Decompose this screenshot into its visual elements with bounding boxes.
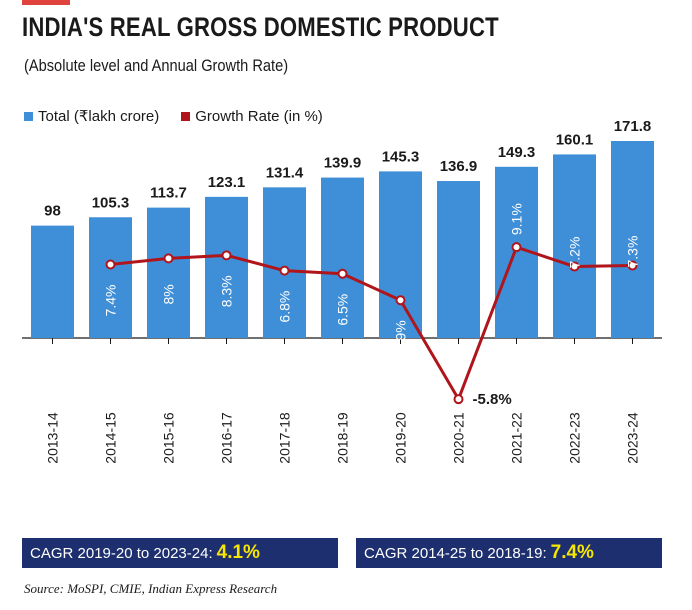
growth-label-2021-22: 9.1% (509, 203, 525, 235)
accent-bar (22, 0, 70, 5)
legend-item-total: Total (₹lakh crore) (24, 107, 159, 125)
growth-point-2023-24 (627, 260, 638, 271)
legend-label-growth: Growth Rate (in %) (195, 107, 323, 125)
x-tick-label-2017-18: 2017-18 (277, 412, 293, 464)
cagr-label-2: CAGR 2014-25 to 2018-19: (364, 544, 547, 562)
growth-point-2022-23 (569, 261, 580, 272)
x-tick-label-2020-21: 2020-21 (451, 412, 467, 464)
cagr-label-1: CAGR 2019-20 to 2023-24: (30, 544, 213, 562)
bar-2019-20 (379, 171, 422, 338)
growth-point-2017-18 (279, 265, 290, 276)
growth-point-2020-21 (453, 394, 464, 405)
bar-value-label-2016-17: 123.1 (208, 174, 246, 191)
cagr-value-2: 7.4% (550, 542, 594, 563)
x-tick-label-2019-20: 2019-20 (393, 412, 409, 464)
growth-label-2019-20: 3.9% (393, 320, 409, 352)
x-tick-label-2021-22: 2021-22 (509, 412, 525, 464)
legend-swatch-bar (24, 111, 33, 121)
growth-point-2016-17 (221, 250, 232, 261)
bar-2022-23 (553, 154, 596, 338)
cagr-box-2: CAGR 2014-25 to 2018-19: 7.4% (356, 538, 662, 568)
bar-value-label-2020-21: 136.9 (440, 158, 478, 175)
growth-label-2023-24: 7.3% (625, 236, 641, 268)
growth-rate-line (110, 245, 633, 401)
growth-point-2015-16 (163, 253, 174, 264)
bar-value-label-2019-20: 145.3 (382, 148, 420, 165)
bar-2014-15 (89, 217, 132, 338)
x-tick-label-2013-14: 2013-14 (45, 412, 61, 464)
growth-label-2020-21: -5.8% (473, 391, 512, 408)
bar-2023-24 (611, 141, 654, 338)
chart-title: INDIA'S REAL GROSS DOMESTIC PRODUCT (22, 12, 499, 42)
bar-2013-14 (31, 225, 74, 338)
x-tick-label-2018-19: 2018-19 (335, 412, 351, 464)
bar-value-label-2018-19: 139.9 (324, 155, 362, 172)
growth-point-2021-22 (511, 242, 522, 253)
growth-label-2018-19: 6.5% (335, 294, 351, 326)
x-tick-label-2022-23: 2022-23 (567, 412, 583, 464)
growth-label-2022-23: 7.2% (567, 237, 583, 269)
x-tick-label-2014-15: 2014-15 (103, 412, 119, 464)
legend: Total (₹lakh crore) Growth Rate (in %) (24, 107, 323, 125)
bar-value-label-2023-24: 171.8 (614, 118, 652, 135)
growth-point-2018-19 (337, 268, 348, 279)
growth-point-2014-15 (105, 259, 116, 270)
bar-2017-18 (263, 187, 306, 338)
x-tick-label-2015-16: 2015-16 (161, 412, 177, 464)
bar-value-label-2021-22: 149.3 (498, 144, 536, 161)
growth-label-2017-18: 6.8% (277, 291, 293, 323)
bar-2020-21 (437, 181, 480, 338)
legend-item-growth: Growth Rate (in %) (181, 108, 323, 125)
cagr-box-1: CAGR 2019-20 to 2023-24: 4.1% (22, 538, 338, 568)
legend-swatch-line (181, 111, 191, 121)
growth-point-2019-20 (395, 295, 406, 306)
bar-value-label-2017-18: 131.4 (266, 164, 304, 181)
bar-2015-16 (147, 207, 190, 338)
bar-2016-17 (205, 196, 248, 338)
legend-label-total: Total (₹lakh crore) (38, 108, 160, 125)
x-tick-label-2016-17: 2016-17 (219, 412, 235, 464)
bar-value-label-2022-23: 160.1 (556, 131, 594, 148)
growth-label-2015-16: 8% (161, 284, 177, 304)
growth-label-2014-15: 7.4% (103, 285, 119, 317)
bar-value-label-2013-14: 98 (44, 203, 61, 220)
bar-2018-19 (321, 177, 364, 338)
bar-value-label-2014-15: 105.3 (92, 194, 130, 211)
chart-canvas: 98 2013-14 105.3 2014-15 113.7 2015-16 123.1 20… (22, 118, 662, 464)
chart-subtitle: (Absolute level and Annual Growth Rate) (24, 56, 289, 75)
growth-label-2016-17: 8.3% (219, 275, 235, 307)
source-note: Source: MoSPI, CMIE, Indian Express Rese… (24, 581, 278, 596)
cagr-value-1: 4.1% (216, 542, 260, 563)
x-tick-label-2023-24: 2023-24 (625, 412, 641, 464)
bar-value-label-2015-16: 113.7 (150, 185, 187, 202)
